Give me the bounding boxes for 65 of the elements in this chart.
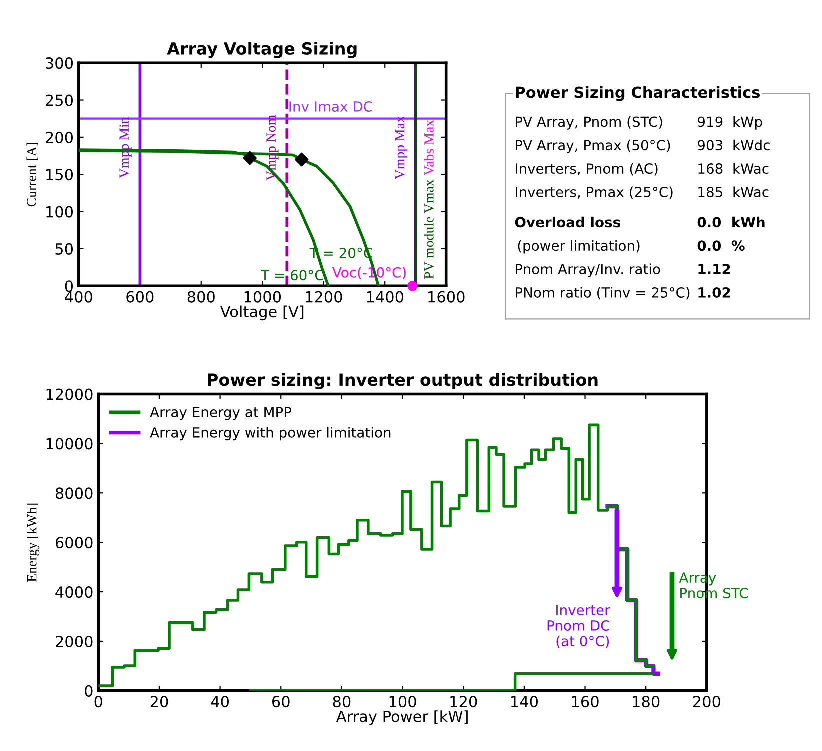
x-tick-label: 1200 <box>306 291 342 303</box>
text: 0.0 % <box>698 240 745 252</box>
text: PNom ratio (Tinv = 25°C) <box>516 287 690 300</box>
y-tick-label: 250 <box>46 94 74 106</box>
text: PV Array, Pmax (50°C) <box>516 140 670 154</box>
ref-line-label: Vabs Max <box>424 120 434 176</box>
x-tick-label: 800 <box>188 291 215 303</box>
x-tick-label: 40 <box>211 696 229 708</box>
ref-line-label: Vmpp Nom <box>266 115 279 181</box>
text: Inverters, Pmax (25°C) <box>516 186 673 200</box>
x-tick-label: 0 <box>94 696 102 708</box>
x-tick-label: 80 <box>333 696 351 708</box>
ref-line-label: Inverter Pnom DC (at 0°C) <box>548 605 610 648</box>
x-tick-label: 20 <box>150 696 168 708</box>
text: Pnom Array/Inv. ratio <box>516 264 660 278</box>
text: 185 kWac <box>698 186 769 198</box>
x-tick-label: 60 <box>272 696 290 708</box>
y-tick-label: 200 <box>46 132 74 144</box>
text: 168 kWac <box>698 163 769 174</box>
x-tick-label: 160 <box>572 696 599 708</box>
y-tick-label: 4000 <box>56 586 93 598</box>
y-tick-label: 150 <box>46 169 74 181</box>
legend-label: Array Energy with power limitation <box>150 427 391 441</box>
y-tick-label: 2000 <box>56 636 93 648</box>
y-tick-label: 100 <box>46 206 74 218</box>
x-tick-label: 1400 <box>367 291 404 303</box>
ref-line-label: Vmpp Min <box>120 117 132 178</box>
ref-line-label: Vmpp Max <box>395 116 408 180</box>
ref-line-label: PV module Vmax <box>424 180 434 280</box>
text: 919 kWp <box>698 116 762 130</box>
text: 0.0 kWh <box>698 216 765 228</box>
chart-title: Power sizing: Inverter output distribution <box>208 373 598 390</box>
y-tick-label: 8000 <box>56 488 93 500</box>
y-axis-title: Current [A] <box>26 143 38 207</box>
x-tick-label: 200 <box>693 696 720 708</box>
text: 903 kWdc <box>698 140 770 151</box>
y-tick-label: 50 <box>56 243 74 255</box>
x-axis-title: Array Power [kW] <box>336 710 468 726</box>
text: (power limitation) <box>518 240 640 254</box>
x-axis-title: Voltage [V] <box>220 306 304 321</box>
x-tick-label: 120 <box>450 696 478 708</box>
y-tick-label: 10000 <box>46 438 93 450</box>
legend-label: Array Energy at MPP <box>150 407 292 420</box>
text: 1.12 <box>698 264 730 274</box>
x-tick-label: 1600 <box>428 291 465 303</box>
text: Overload loss <box>515 216 620 228</box>
y-tick-label: 12000 <box>46 388 93 400</box>
y-tick-label: 0 <box>65 280 74 292</box>
x-tick-label: 180 <box>633 696 660 708</box>
x-tick-label: 100 <box>390 696 416 708</box>
text: PV Array, Pnom (STC) <box>516 116 662 130</box>
series-label: T = 60°C <box>260 270 324 281</box>
x-tick-label: 400 <box>65 291 92 303</box>
y-tick-label: 300 <box>46 58 74 70</box>
x-tick-label: 600 <box>126 291 154 303</box>
x-tick-label: 1000 <box>244 291 282 303</box>
text: Inverters, Pnom (AC) <box>516 163 658 176</box>
y-axis-title: Energy [kWh] <box>26 504 40 582</box>
chart-title: Array Voltage Sizing <box>167 42 357 58</box>
y-tick-label: 0 <box>85 685 93 697</box>
ref-line-label: Inv Imax DC <box>290 101 372 112</box>
text: 1.02 <box>698 287 730 298</box>
y-tick-label: 6000 <box>56 537 93 549</box>
text: Power Sizing Characteristics <box>516 86 760 102</box>
x-tick-label: 140 <box>512 696 538 708</box>
